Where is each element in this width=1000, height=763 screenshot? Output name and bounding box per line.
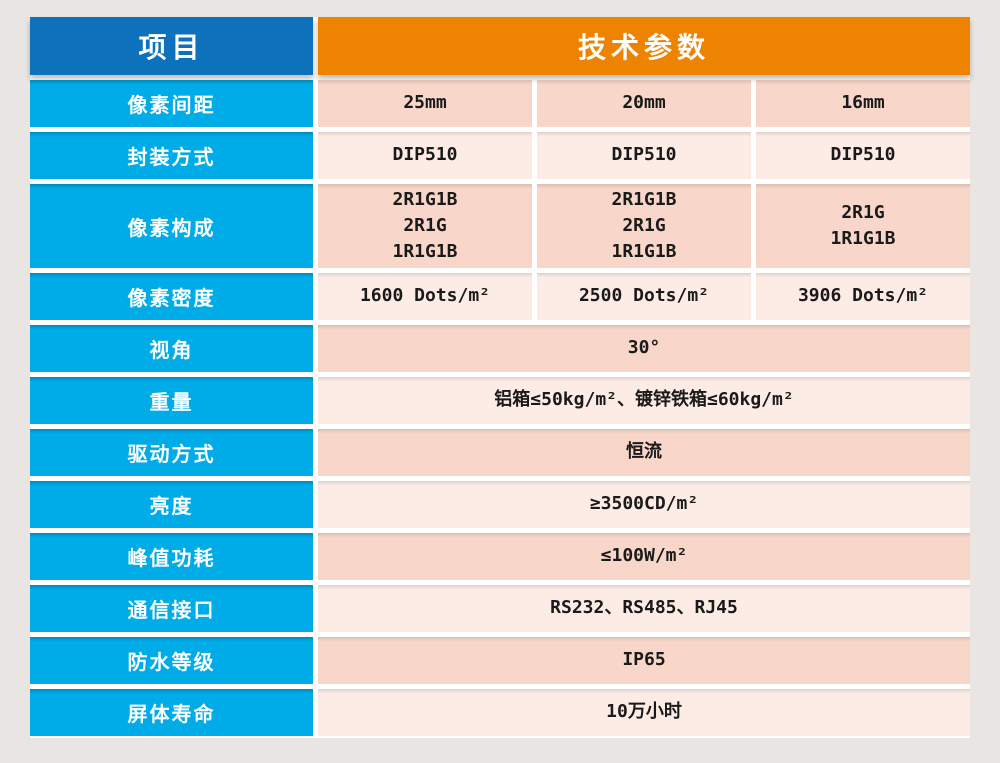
value-cell: ≤100W/m² — [318, 533, 970, 580]
row-label: 像素间距 — [30, 80, 313, 127]
row-peak-power: 峰值功耗 ≤100W/m² — [30, 533, 970, 580]
value-cell: 2R1G1B 2R1G 1R1G1B — [318, 184, 532, 268]
row-drive-method: 驱动方式 恒流 — [30, 429, 970, 476]
row-communication-interface: 通信接口 RS232、RS485、RJ45 — [30, 585, 970, 632]
row-label: 屏体寿命 — [30, 689, 313, 736]
header-row: 项目 技术参数 — [30, 17, 970, 75]
row-label: 视角 — [30, 325, 313, 372]
row-label: 重量 — [30, 377, 313, 424]
row-label: 驱动方式 — [30, 429, 313, 476]
row-pixel-density: 像素密度 1600 Dots/m² 2500 Dots/m² 3906 Dots… — [30, 273, 970, 320]
row-waterproof-rating: 防水等级 IP65 — [30, 637, 970, 684]
value-cell: 2R1G 1R1G1B — [756, 184, 970, 268]
value-cell: DIP510 — [756, 132, 970, 179]
row-label: 峰值功耗 — [30, 533, 313, 580]
row-label: 通信接口 — [30, 585, 313, 632]
row-package-type: 封装方式 DIP510 DIP510 DIP510 — [30, 132, 970, 179]
row-label: 亮度 — [30, 481, 313, 528]
value-cell: 1600 Dots/m² — [318, 273, 532, 320]
value-cell: 铝箱≤50kg/m²、镀锌铁箱≤60kg/m² — [318, 377, 970, 424]
row-viewing-angle: 视角 30° — [30, 325, 970, 372]
value-cell: ≥3500CD/m² — [318, 481, 970, 528]
value-cell: 20mm — [537, 80, 751, 127]
value-cell: RS232、RS485、RJ45 — [318, 585, 970, 632]
value-cell: DIP510 — [318, 132, 532, 179]
value-cell: 25mm — [318, 80, 532, 127]
row-label: 防水等级 — [30, 637, 313, 684]
row-label: 封装方式 — [30, 132, 313, 179]
value-cell: 恒流 — [318, 429, 970, 476]
header-params-cell: 技术参数 — [318, 17, 970, 75]
spec-table: 项目 技术参数 像素间距 25mm 20mm 16mm 封装方式 DIP510 … — [30, 17, 970, 738]
value-cell: DIP510 — [537, 132, 751, 179]
row-brightness: 亮度 ≥3500CD/m² — [30, 481, 970, 528]
row-pixel-pitch: 像素间距 25mm 20mm 16mm — [30, 80, 970, 127]
value-cell: IP65 — [318, 637, 970, 684]
row-pixel-configuration: 像素构成 2R1G1B 2R1G 1R1G1B 2R1G1B 2R1G 1R1G… — [30, 184, 970, 268]
header-item-cell: 项目 — [30, 17, 313, 75]
value-cell: 30° — [318, 325, 970, 372]
row-screen-lifespan: 屏体寿命 10万小时 — [30, 689, 970, 736]
value-cell: 2R1G1B 2R1G 1R1G1B — [537, 184, 751, 268]
row-label: 像素密度 — [30, 273, 313, 320]
row-weight: 重量 铝箱≤50kg/m²、镀锌铁箱≤60kg/m² — [30, 377, 970, 424]
value-cell: 2500 Dots/m² — [537, 273, 751, 320]
value-cell: 3906 Dots/m² — [756, 273, 970, 320]
value-cell: 16mm — [756, 80, 970, 127]
row-label: 像素构成 — [30, 184, 313, 268]
value-cell: 10万小时 — [318, 689, 970, 736]
